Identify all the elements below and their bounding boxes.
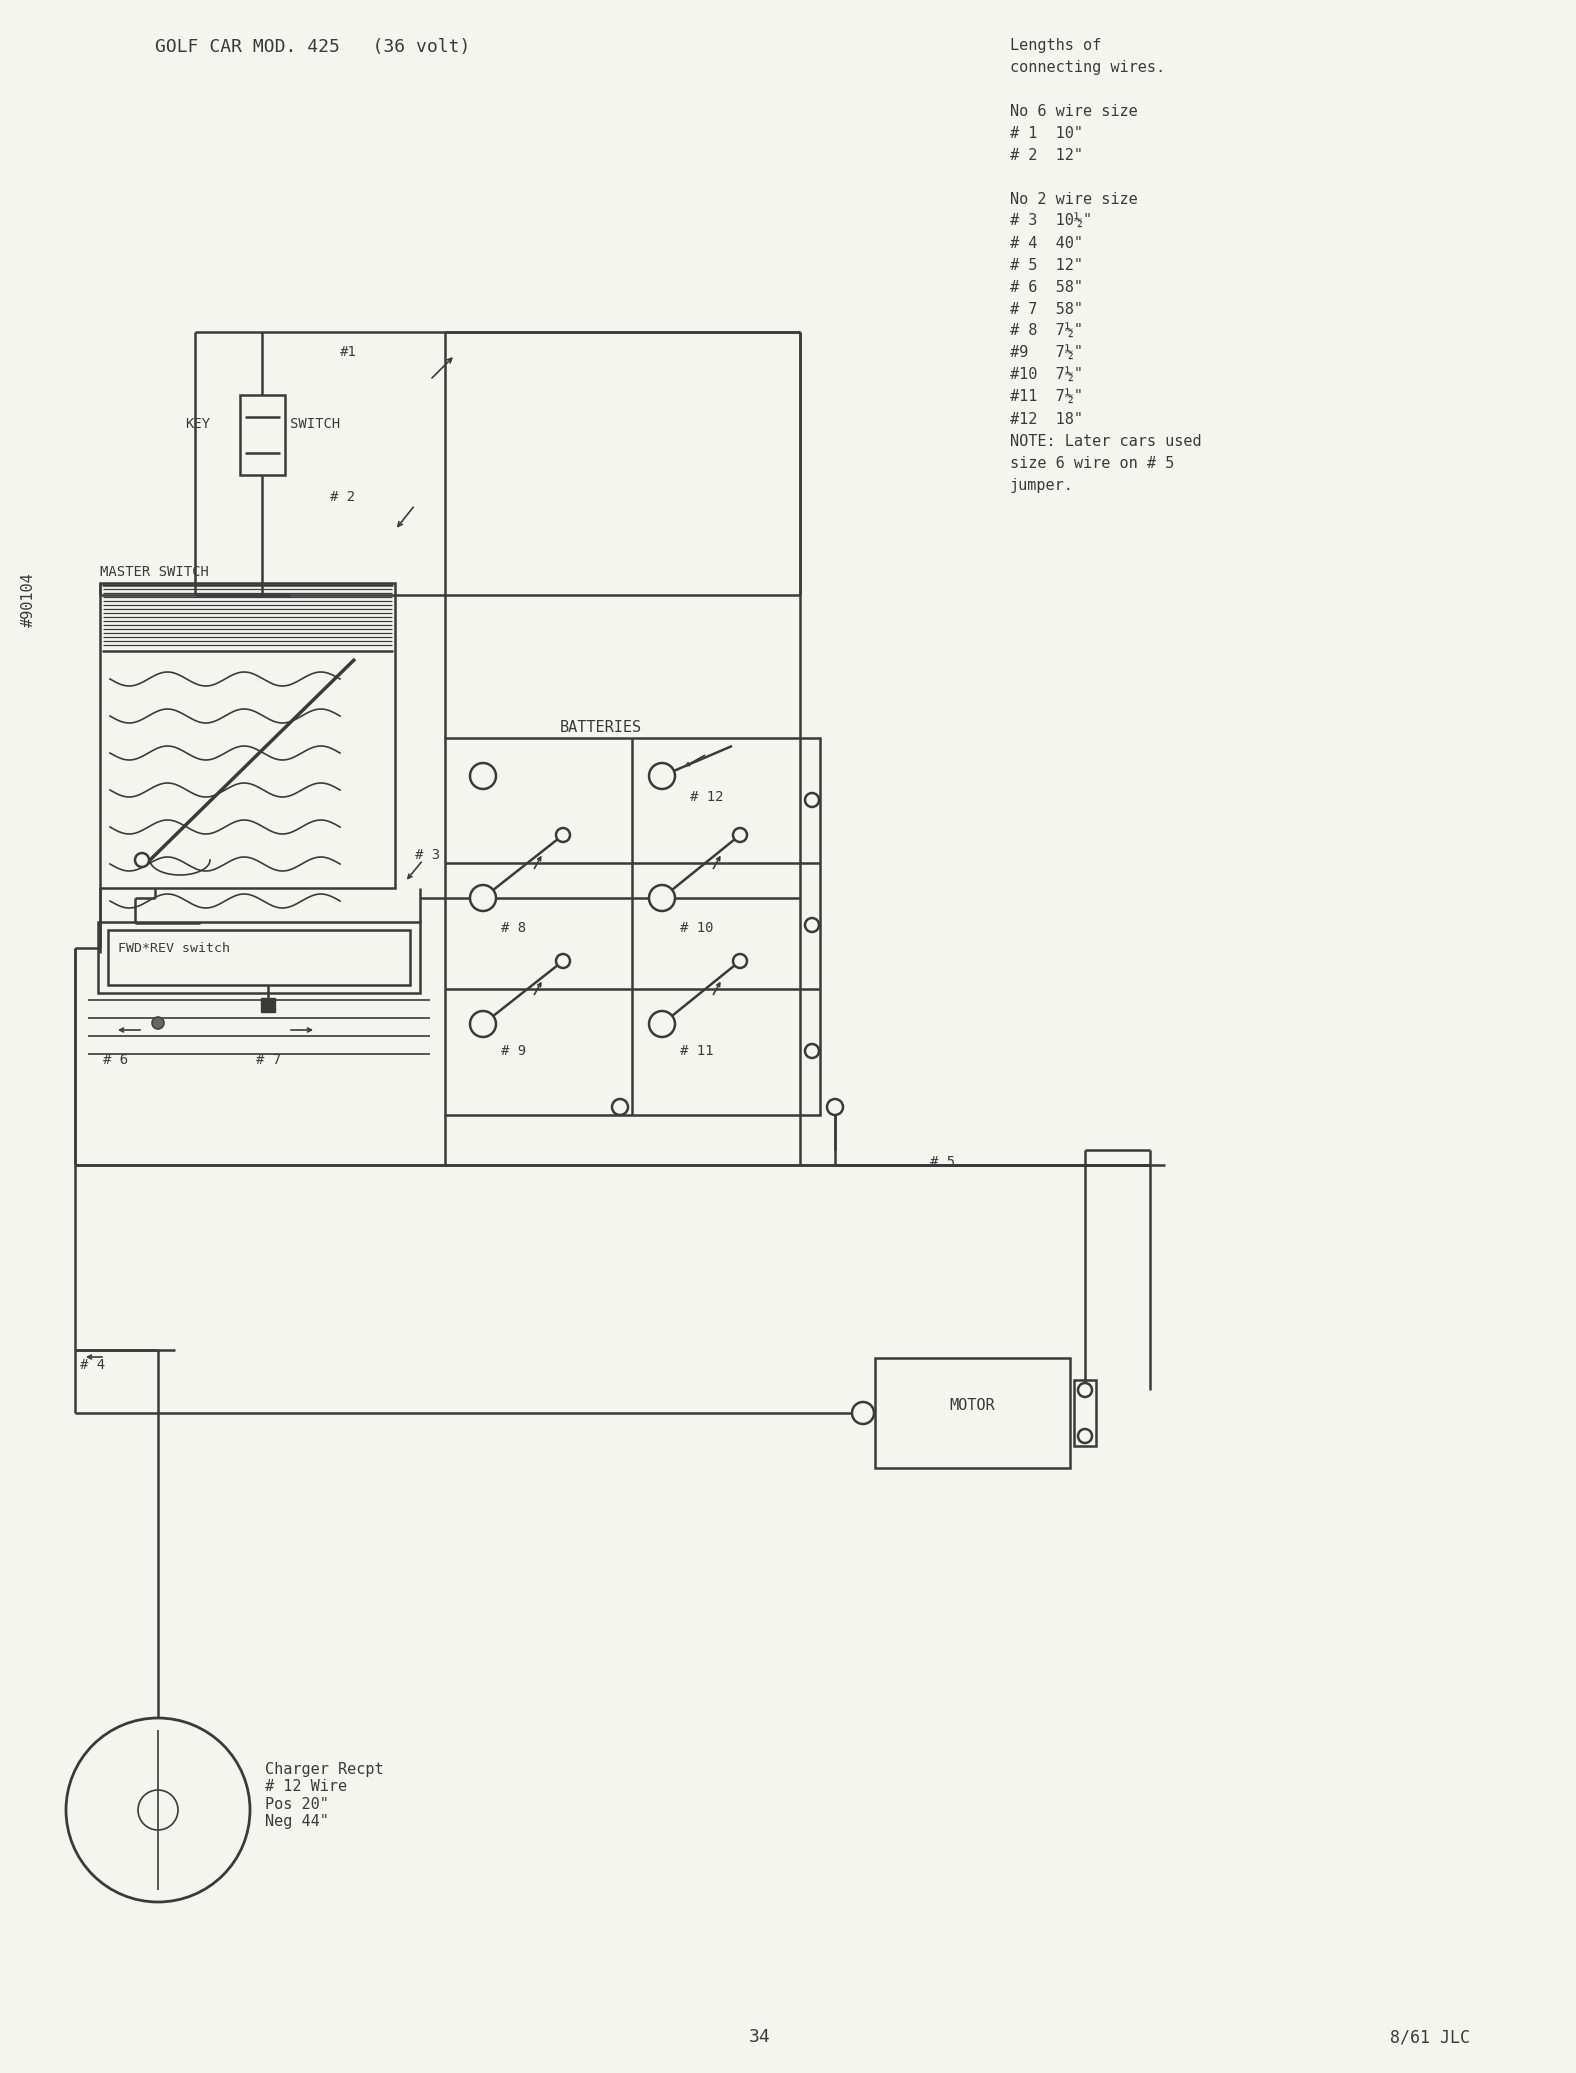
Polygon shape (262, 997, 274, 1012)
Text: Charger Recpt
# 12 Wire
Pos 20"
Neg 44": Charger Recpt # 12 Wire Pos 20" Neg 44" (265, 1762, 383, 1828)
Circle shape (805, 794, 820, 806)
Circle shape (733, 827, 747, 842)
Text: # 3  10½": # 3 10½" (1010, 214, 1092, 228)
Circle shape (470, 1012, 496, 1036)
Text: No 2 wire size: No 2 wire size (1010, 193, 1138, 207)
Text: size 6 wire on # 5: size 6 wire on # 5 (1010, 456, 1174, 471)
Circle shape (470, 885, 496, 910)
Text: # 6: # 6 (102, 1053, 128, 1068)
Text: 8/61 JLC: 8/61 JLC (1390, 2027, 1470, 2046)
Bar (444, 738, 820, 1115)
Bar (240, 396, 285, 475)
Circle shape (556, 827, 571, 842)
Circle shape (556, 954, 571, 968)
Circle shape (470, 763, 496, 790)
Text: # 6  58": # 6 58" (1010, 280, 1083, 294)
Text: #90104: #90104 (20, 572, 36, 628)
Circle shape (151, 1018, 164, 1028)
Text: No 6 wire size: No 6 wire size (1010, 104, 1138, 118)
Text: BATTERIES: BATTERIES (559, 719, 641, 736)
Circle shape (853, 1401, 875, 1424)
Circle shape (649, 885, 675, 910)
Text: # 2  12": # 2 12" (1010, 147, 1083, 164)
Bar (99, 583, 396, 887)
Text: # 12: # 12 (690, 790, 723, 804)
Bar (109, 931, 410, 985)
Text: #11  7½": #11 7½" (1010, 390, 1083, 404)
Text: # 7: # 7 (255, 1053, 281, 1068)
Text: NOTE: Later cars used: NOTE: Later cars used (1010, 433, 1201, 450)
Text: KEY: KEY (184, 417, 210, 431)
Circle shape (1078, 1428, 1092, 1443)
Bar (1073, 1381, 1095, 1447)
Text: connecting wires.: connecting wires. (1010, 60, 1165, 75)
Text: #10  7½": #10 7½" (1010, 369, 1083, 384)
Text: FWD*REV switch: FWD*REV switch (118, 941, 230, 956)
Text: # 4: # 4 (80, 1358, 106, 1372)
Text: #12  18": #12 18" (1010, 413, 1083, 427)
Text: 34: 34 (749, 2027, 771, 2046)
Bar (98, 922, 419, 993)
Circle shape (649, 763, 675, 790)
Text: #1: #1 (340, 344, 356, 359)
Bar (875, 1358, 1070, 1468)
Text: MASTER SWITCH: MASTER SWITCH (99, 566, 210, 578)
Text: GOLF CAR MOD. 425   (36 volt): GOLF CAR MOD. 425 (36 volt) (154, 37, 470, 56)
Circle shape (1078, 1383, 1092, 1397)
Text: MOTOR: MOTOR (949, 1399, 994, 1414)
Text: # 5: # 5 (930, 1155, 955, 1169)
Text: # 5  12": # 5 12" (1010, 257, 1083, 274)
Text: # 1  10": # 1 10" (1010, 126, 1083, 141)
Circle shape (805, 1045, 820, 1057)
Circle shape (733, 954, 747, 968)
Text: Lengths of: Lengths of (1010, 37, 1102, 54)
Circle shape (136, 852, 150, 867)
Circle shape (805, 918, 820, 933)
Text: jumper.: jumper. (1010, 479, 1073, 493)
Circle shape (649, 1012, 675, 1036)
Text: SWITCH: SWITCH (290, 417, 340, 431)
Text: # 3: # 3 (414, 848, 440, 862)
Circle shape (611, 1099, 627, 1115)
Text: # 10: # 10 (679, 920, 714, 935)
Text: # 9: # 9 (501, 1045, 526, 1057)
Text: # 2: # 2 (329, 489, 355, 504)
Text: # 4  40": # 4 40" (1010, 236, 1083, 251)
Text: # 8: # 8 (501, 920, 526, 935)
Text: # 7  58": # 7 58" (1010, 303, 1083, 317)
Text: # 11: # 11 (679, 1045, 714, 1057)
Circle shape (827, 1099, 843, 1115)
Text: #9   7½": #9 7½" (1010, 346, 1083, 361)
Text: # 8  7½": # 8 7½" (1010, 323, 1083, 340)
